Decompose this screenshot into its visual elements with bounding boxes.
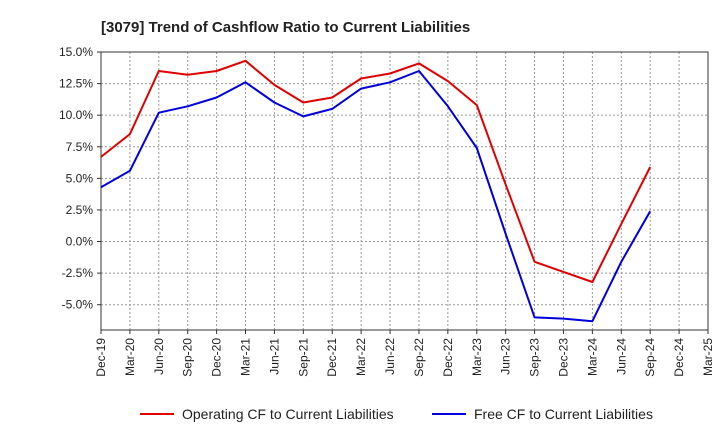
y-tick-label: -2.5%	[62, 266, 94, 280]
legend: Operating CF to Current Liabilities Free …	[140, 406, 653, 422]
y-tick-label: 7.5%	[66, 140, 94, 154]
x-tick-label: Mar-22	[354, 338, 368, 376]
y-tick-label: 10.0%	[59, 108, 93, 122]
y-tick-label: 0.0%	[66, 235, 94, 249]
x-tick-label: Mar-21	[239, 338, 253, 376]
x-tick-label: Jun-22	[383, 338, 397, 375]
y-tick-label: 15.0%	[59, 45, 93, 59]
y-tick-label: 12.5%	[59, 77, 93, 91]
series-lines	[100, 59, 652, 323]
y-tick-label: 5.0%	[66, 171, 94, 185]
x-tick-label: Dec-21	[325, 338, 339, 377]
y-axis-ticks: 15.0% 12.5% 10.0% 7.5% 5.0% 2.5% 0.0% -2.5% -5.0…	[59, 45, 101, 312]
x-tick-label: Mar-24	[585, 338, 599, 376]
x-tick-label: Dec-22	[441, 338, 455, 377]
legend-label-1: Operating CF to Current Liabilities	[182, 406, 394, 422]
y-tick-label: -5.0%	[62, 298, 94, 312]
x-tick-label: Mar-25	[701, 338, 715, 376]
x-tick-label: Dec-19	[94, 338, 108, 377]
x-tick-label: Mar-23	[470, 338, 484, 376]
y-tick-label: 2.5%	[66, 203, 94, 217]
series-line-2	[100, 70, 652, 323]
x-tick-label: Jun-21	[267, 338, 281, 375]
x-tick-label: Dec-23	[556, 338, 570, 377]
x-tick-label: Sep-20	[181, 338, 195, 377]
legend-label-2: Free CF to Current Liabilities	[474, 406, 653, 422]
x-tick-label: Jun-20	[152, 338, 166, 375]
plot-area	[100, 51, 709, 331]
chart-title: [3079] Trend of Cashflow Ratio to Curren…	[101, 19, 470, 36]
x-tick-label: Sep-23	[528, 338, 542, 377]
x-axis-ticks: Dec-19 Mar-20 Jun-20 Sep-20 Dec-20 Mar-21 Jun-…	[94, 330, 715, 377]
x-tick-label: Jun-23	[499, 338, 513, 375]
grid-lines	[100, 51, 709, 330]
x-tick-label: Dec-20	[210, 338, 224, 377]
x-tick-label: Mar-20	[123, 338, 137, 376]
x-tick-label: Sep-22	[412, 338, 426, 377]
x-tick-label: Sep-21	[296, 338, 310, 377]
x-tick-label: Dec-24	[672, 338, 686, 377]
x-tick-label: Jun-24	[614, 338, 628, 375]
x-tick-label: Sep-24	[643, 338, 657, 377]
series-line-1	[100, 59, 652, 283]
